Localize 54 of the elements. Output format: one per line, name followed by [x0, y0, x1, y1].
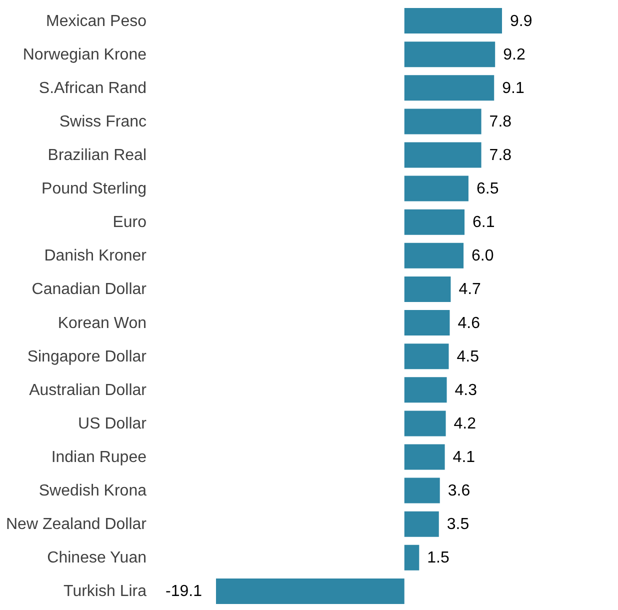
bar — [404, 209, 465, 235]
bar — [404, 444, 445, 470]
y-tick-label: Brazilian Real — [48, 147, 146, 164]
bar — [404, 544, 420, 570]
data-label: 6.5 — [476, 180, 499, 198]
bar — [404, 176, 468, 202]
data-label: 4.5 — [456, 348, 480, 366]
y-tick-label: Swiss Franc — [59, 113, 146, 130]
y-tick-label: Norwegian Krone — [22, 46, 147, 64]
bar — [404, 310, 450, 336]
bar — [404, 511, 439, 537]
data-label: 4.1 — [452, 449, 476, 466]
data-label: -19.1 — [166, 583, 202, 600]
y-tick-label: New Zealand Dollar — [6, 516, 148, 534]
y-tick-label: Danish Kroner — [44, 248, 148, 265]
y-tick-label: Canadian Dollar — [32, 281, 148, 298]
data-label: 7.8 — [489, 113, 512, 130]
data-label: 4.2 — [454, 415, 476, 432]
data-label: 4.7 — [458, 281, 482, 298]
data-label: 7.8 — [489, 147, 512, 164]
y-tick-label: Australian Dollar — [29, 382, 148, 399]
y-tick-label: Korean Won — [58, 314, 146, 332]
y-tick-label: Euro — [112, 214, 147, 232]
data-label: 4.3 — [454, 382, 478, 399]
bar — [404, 377, 447, 403]
bar — [404, 75, 494, 101]
data-label: 6.1 — [472, 214, 495, 232]
bar — [404, 276, 451, 302]
bar — [216, 578, 404, 604]
bar — [404, 142, 482, 168]
data-label: 1.5 — [427, 550, 450, 567]
y-tick-label: US Dollar — [78, 415, 148, 432]
y-tick-label: Singapore Dollar — [27, 348, 148, 366]
y-tick-label: Indian Rupee — [51, 449, 147, 466]
data-label: 3.5 — [446, 516, 470, 534]
data-label: 9.2 — [503, 46, 526, 64]
bar — [404, 410, 446, 436]
bar — [404, 478, 440, 504]
bar — [404, 42, 496, 68]
data-label: 4.6 — [458, 314, 480, 332]
data-label: 6.0 — [472, 248, 494, 265]
bar — [404, 108, 482, 134]
bar — [404, 344, 449, 370]
y-tick-label: Chinese Yuan — [47, 550, 146, 567]
data-label: 3.6 — [448, 482, 470, 500]
data-label: 9.1 — [502, 80, 524, 97]
data-label: 9.9 — [510, 12, 532, 30]
y-tick-label: Mexican Peso — [46, 12, 147, 30]
bar — [404, 242, 464, 268]
y-tick-label: Turkish Lira — [64, 583, 147, 600]
y-tick-label: S.African Rand — [38, 80, 146, 97]
y-tick-label: Swedish Krona — [38, 482, 147, 500]
y-tick-label: Pound Sterling — [42, 180, 146, 198]
bar — [404, 8, 502, 34]
